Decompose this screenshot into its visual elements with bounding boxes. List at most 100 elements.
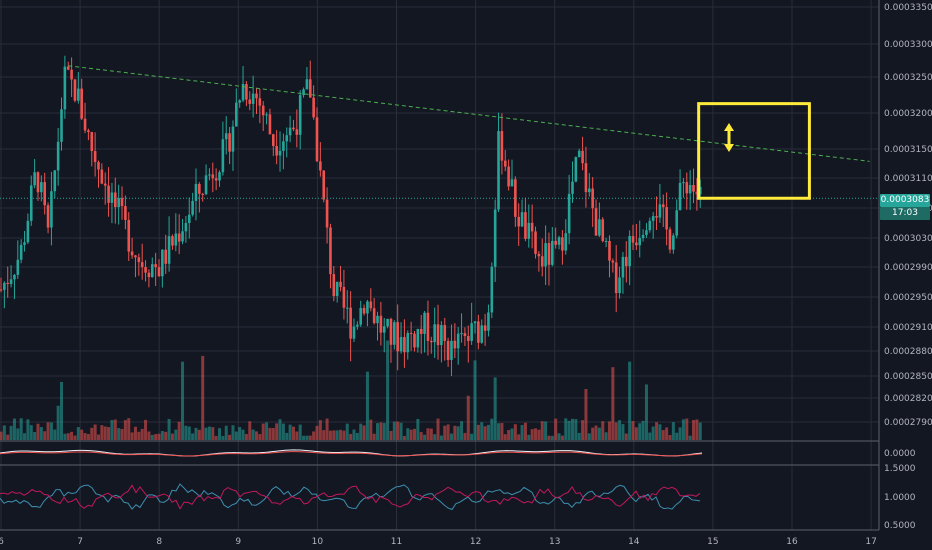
candle-body	[517, 216, 521, 227]
candle-body	[514, 179, 517, 217]
volume-bar	[302, 435, 306, 440]
volume-bar	[655, 422, 659, 440]
candle-body	[16, 259, 20, 275]
volume-bar	[386, 340, 390, 440]
oscillator-axis-label: 1.0000	[884, 493, 916, 503]
volume-bar	[544, 421, 548, 440]
volume-bar	[402, 435, 406, 440]
candle-body	[214, 178, 218, 181]
candle-body	[369, 301, 373, 309]
oscillator-line-2	[0, 484, 701, 510]
volume-bar	[456, 426, 460, 440]
candle-body	[339, 281, 342, 288]
candle-body	[527, 222, 531, 239]
volume-bar	[207, 426, 211, 440]
volume-bar	[204, 427, 208, 440]
time-tick-label: 7	[77, 537, 83, 547]
candlestick-series	[0, 55, 702, 377]
volume-bar	[466, 395, 470, 440]
volume-bar	[476, 424, 480, 440]
time-tick-label: 13	[549, 537, 560, 547]
volume-bar	[369, 419, 373, 440]
candle-body	[235, 102, 238, 127]
candle-body	[665, 207, 668, 230]
volume-bar	[231, 425, 235, 440]
price-tick-label: 0.0003200	[884, 109, 932, 119]
volume-bar	[349, 433, 353, 440]
volume-bar	[631, 421, 635, 440]
candle-body	[117, 198, 120, 208]
candle-body	[241, 84, 245, 101]
volume-bar	[23, 433, 27, 440]
candle-body	[329, 227, 332, 275]
volume-bar	[103, 426, 107, 440]
volume-bar	[678, 427, 682, 440]
candle-body	[614, 262, 618, 294]
candle-body	[150, 264, 154, 278]
volume-bar	[433, 434, 437, 440]
volume-bar	[591, 427, 595, 440]
highlight-box[interactable]	[697, 102, 811, 200]
candle-body	[157, 267, 161, 277]
candle-body	[66, 66, 70, 70]
candle-body	[608, 241, 611, 261]
volume-bar	[621, 424, 625, 440]
candle-body	[29, 185, 33, 221]
candle-body	[648, 220, 652, 231]
volume-bar	[63, 433, 67, 440]
candle-body	[228, 133, 231, 152]
volume-bar	[117, 428, 121, 440]
candle-body	[698, 187, 702, 195]
volume-bar	[140, 428, 144, 440]
candle-body	[389, 318, 393, 345]
current-price-badge: 0.0003083	[880, 194, 930, 207]
candle-body	[409, 332, 413, 334]
volume-bar	[150, 434, 154, 440]
candle-body	[581, 150, 584, 164]
volume-bar	[133, 426, 137, 440]
volume-bar	[53, 429, 57, 440]
candle-body	[574, 157, 578, 182]
volume-bar	[100, 425, 104, 440]
candle-body	[174, 233, 178, 246]
volume-bar	[70, 431, 74, 440]
candle-body	[534, 231, 537, 254]
volume-bar	[201, 355, 205, 440]
candle-body	[73, 79, 77, 101]
candle-body	[530, 222, 534, 232]
volume-bar	[278, 419, 282, 440]
trendline[interactable]	[68, 65, 870, 162]
volume-bar	[56, 405, 60, 440]
volume-bar	[550, 435, 554, 440]
volume-bar	[688, 435, 692, 440]
price-tick-label: 0.0003110	[884, 174, 932, 184]
volume-bar	[248, 421, 252, 440]
volume-bar	[453, 425, 457, 440]
volume-bar	[355, 432, 359, 440]
candle-body	[621, 256, 625, 278]
volume-bar	[376, 423, 380, 440]
candle-body	[164, 249, 168, 264]
time-tick-label: 10	[312, 537, 324, 547]
volume-bar	[154, 434, 158, 440]
time-axis[interactable]: 6 7 8 9 10 11 12 13 14 15 16 17	[0, 537, 877, 547]
time-tick-label: 9	[235, 537, 241, 547]
time-tick-label: 6	[0, 537, 4, 547]
volume-bar	[429, 428, 433, 440]
candle-body	[594, 208, 598, 236]
volume-bar	[46, 422, 50, 440]
candle-body	[598, 219, 601, 236]
volume-bar	[332, 430, 336, 440]
candle-body	[403, 337, 406, 353]
volume-bar	[574, 419, 578, 440]
candle-body	[50, 191, 53, 228]
price-axis[interactable]: 0.0003350 0.0003300 0.0003250 0.0003200 0.00…	[878, 0, 932, 550]
candle-body	[453, 340, 457, 349]
volume-bar	[234, 431, 238, 440]
volume-bar	[211, 427, 215, 440]
candle-body	[399, 337, 403, 352]
volume-bar	[628, 361, 632, 440]
time-tick-label: 14	[628, 537, 640, 547]
volume-bar	[449, 433, 453, 440]
